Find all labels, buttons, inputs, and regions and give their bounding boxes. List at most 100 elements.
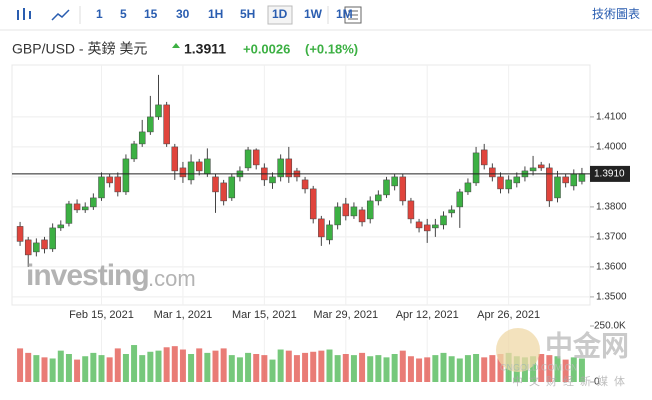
candle-body bbox=[204, 158, 211, 175]
volume-bar bbox=[497, 354, 504, 382]
settings-icon[interactable] bbox=[344, 6, 362, 24]
interval-button[interactable]: 5H bbox=[240, 7, 255, 21]
candle-body bbox=[391, 176, 398, 187]
x-tick-label: Mar 29, 2021 bbox=[313, 309, 378, 321]
volume-bar bbox=[236, 357, 243, 382]
interval-button[interactable]: 1D bbox=[272, 7, 288, 21]
candle-body bbox=[277, 158, 284, 178]
candle-body bbox=[138, 131, 146, 145]
candle-body bbox=[187, 161, 195, 181]
candle-body bbox=[285, 158, 293, 178]
volume-bar bbox=[367, 356, 374, 382]
volume-bar bbox=[554, 356, 561, 382]
price: 1.3911 bbox=[184, 41, 226, 57]
interval-button[interactable]: 30 bbox=[176, 7, 190, 21]
candle-body bbox=[350, 206, 358, 217]
interval-button[interactable]: 1W bbox=[304, 7, 323, 21]
interval-button[interactable]: 15 bbox=[144, 7, 158, 21]
candle-body bbox=[228, 176, 236, 199]
candle-body bbox=[318, 218, 325, 238]
volume-bar bbox=[269, 359, 276, 382]
volume-bar bbox=[245, 352, 252, 382]
candle-body bbox=[456, 191, 464, 208]
watermark: investing .com 中金网 CNGOLD.COM.CN 中文财经新媒体 bbox=[26, 259, 629, 388]
volume-bar bbox=[277, 349, 284, 382]
volume-bar bbox=[416, 358, 423, 382]
line-icon[interactable] bbox=[51, 9, 70, 21]
candle-body bbox=[98, 176, 105, 199]
settings-icon-glyph bbox=[348, 10, 358, 20]
candle-body bbox=[464, 182, 472, 193]
volume-bar bbox=[261, 355, 268, 382]
interval-button[interactable]: 1M bbox=[336, 7, 353, 21]
candle-body bbox=[309, 188, 317, 220]
volume-bar bbox=[114, 348, 121, 382]
candle-body bbox=[81, 206, 89, 211]
candle-body bbox=[578, 173, 586, 182]
volume-bar bbox=[562, 359, 569, 382]
instrument-title: GBP/USD - 英鎊 美元 bbox=[12, 41, 147, 57]
candle-body bbox=[554, 176, 561, 199]
candle-body bbox=[252, 149, 260, 166]
volume-bar bbox=[253, 354, 260, 382]
candle-body bbox=[326, 224, 333, 241]
volume-bar bbox=[489, 355, 496, 382]
current-price-box bbox=[590, 165, 630, 182]
volume-bar bbox=[350, 355, 357, 382]
volume-bar bbox=[473, 354, 480, 382]
candle-body bbox=[570, 173, 578, 187]
candle-body bbox=[448, 209, 455, 214]
candle-body bbox=[57, 224, 65, 229]
candle-body bbox=[562, 176, 569, 184]
volume-bar bbox=[456, 358, 463, 382]
volume-bar bbox=[342, 354, 349, 382]
interval-button[interactable]: 5 bbox=[120, 7, 127, 21]
volume-bar bbox=[383, 357, 390, 382]
volume-bar bbox=[212, 350, 219, 382]
x-tick-label: Mar 1, 2021 bbox=[154, 309, 213, 321]
change-percent: (+0.18%) bbox=[305, 41, 358, 56]
candle-body bbox=[358, 209, 366, 223]
interval-button[interactable]: 1 bbox=[96, 7, 103, 21]
volume-bar bbox=[122, 354, 129, 382]
candle-body bbox=[366, 200, 374, 220]
toolbar: 技術圖表 bbox=[17, 6, 640, 24]
volume-bar bbox=[171, 346, 178, 382]
cngold-logo bbox=[496, 328, 540, 372]
volume-bar bbox=[424, 357, 431, 382]
volume-bar bbox=[90, 352, 97, 382]
technical-chart-link[interactable]: 技術圖表 bbox=[592, 7, 640, 21]
volume-bar bbox=[293, 355, 300, 382]
volume-bar bbox=[359, 352, 366, 382]
candle-body bbox=[497, 176, 504, 190]
volume-bar bbox=[49, 358, 56, 382]
interval-button[interactable]: 1H bbox=[208, 7, 223, 21]
candle-body bbox=[342, 203, 350, 217]
volume-bar bbox=[464, 355, 471, 382]
cngold-name: 中金网 bbox=[545, 329, 629, 361]
volume-bar bbox=[326, 349, 333, 382]
candle-body bbox=[480, 149, 488, 166]
volume-bar bbox=[163, 347, 170, 382]
volume-bar bbox=[538, 354, 545, 382]
volume-bar bbox=[82, 356, 89, 382]
candle-body bbox=[24, 239, 32, 256]
candle-body bbox=[375, 194, 382, 202]
volume-bar bbox=[530, 356, 537, 382]
candle-body bbox=[106, 176, 113, 184]
volume-bar bbox=[139, 355, 146, 382]
candle-body bbox=[130, 143, 138, 160]
volume-bar bbox=[391, 354, 398, 382]
volume-bar bbox=[448, 356, 455, 382]
volume-bar bbox=[57, 350, 64, 382]
volume-bar bbox=[131, 345, 138, 382]
candle-body bbox=[432, 224, 439, 229]
y-tick-label: 1.3600 bbox=[596, 262, 627, 273]
candle-body bbox=[163, 104, 170, 145]
volume-bar bbox=[65, 354, 72, 382]
x-tick-label: Apr 12, 2021 bbox=[396, 309, 459, 321]
volume-bar bbox=[578, 358, 585, 382]
candle-body bbox=[90, 197, 97, 208]
volume-bar bbox=[375, 355, 382, 382]
